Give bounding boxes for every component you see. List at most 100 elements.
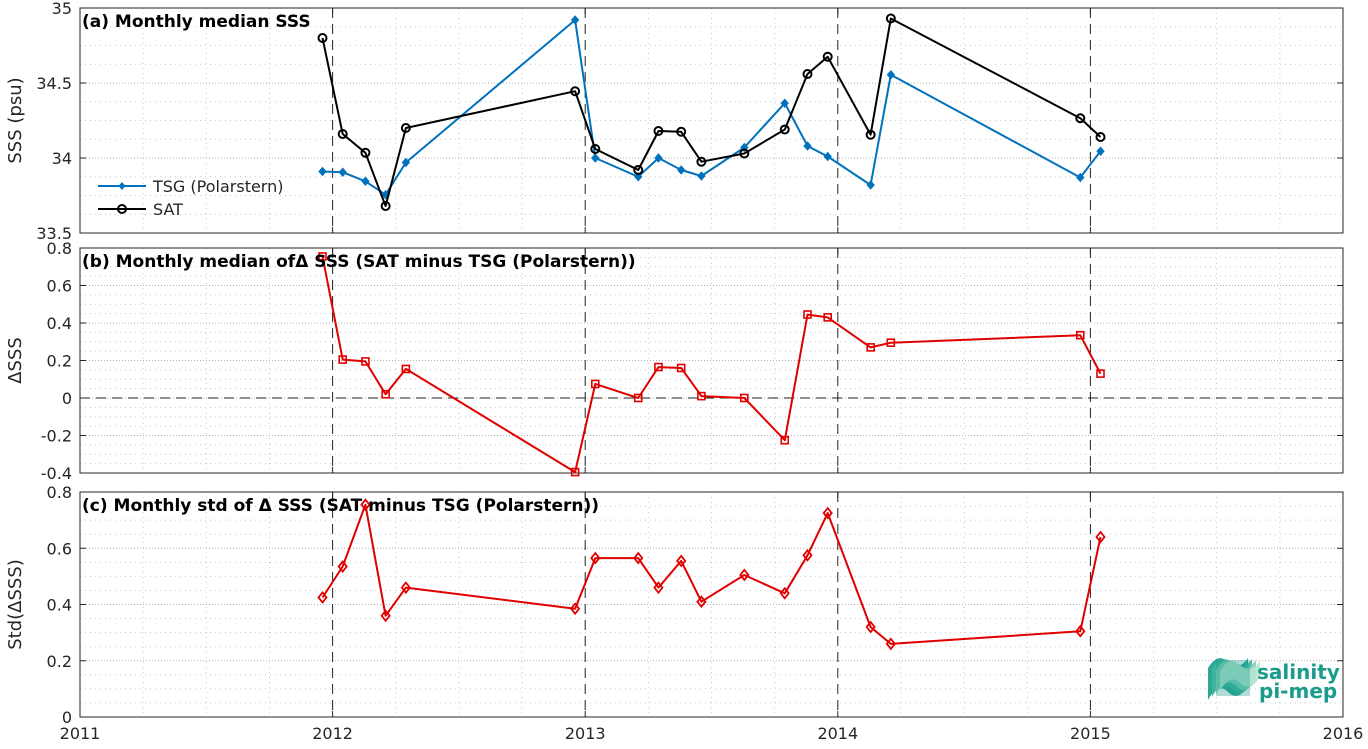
data-point (697, 171, 706, 181)
y-tick-label: 0 (62, 708, 72, 727)
data-point (1096, 146, 1105, 157)
data-point (865, 129, 876, 140)
x-tick-label: 2015 (1070, 724, 1111, 743)
data-point (634, 171, 643, 182)
data-point (570, 15, 580, 25)
y-axis-label: ΔSSS (5, 337, 26, 384)
data-point (590, 551, 601, 565)
x-tick-label: 2013 (565, 724, 606, 743)
y-tick-label: 35 (52, 0, 72, 18)
data-point (1096, 369, 1105, 378)
data-point (696, 595, 707, 609)
data-point (633, 165, 644, 175)
data-point (317, 591, 328, 604)
panel-a: 33.5 34 34.5 35 SSS (psu) (a) Monthly median … (5, 0, 1344, 243)
data-point (779, 586, 790, 600)
logo-wave (1220, 661, 1260, 691)
data-point (865, 620, 876, 634)
data-point (401, 364, 411, 374)
legend-label: SAT (153, 200, 183, 219)
data-point (633, 551, 644, 565)
data-point (697, 391, 706, 401)
data-point (360, 498, 371, 512)
y-tick-label: 0.6 (47, 277, 72, 296)
data-point (360, 147, 371, 158)
y-tick-label: -0.4 (41, 464, 72, 483)
data-point (400, 581, 412, 595)
y-tick-label: 0.6 (47, 539, 72, 558)
data-point (591, 153, 600, 163)
data-point (823, 151, 832, 162)
data-point (1075, 330, 1085, 340)
x-tick-label: 2011 (60, 724, 101, 743)
data-point (866, 180, 875, 190)
x-tick-label: 2012 (312, 724, 353, 743)
data-point (885, 637, 896, 651)
series-line (321, 256, 1102, 474)
y-tick-label: 0.2 (47, 652, 72, 671)
data-point (337, 129, 348, 139)
data-point (803, 310, 812, 319)
data-point (780, 435, 790, 445)
data-point (822, 506, 833, 520)
y-tick-label: 0.8 (47, 483, 72, 502)
panel-c: 0 0.2 0.4 0.6 0.8 Std(ΔSSS) (c) Monthly std of… (5, 483, 1344, 727)
data-point (802, 69, 813, 79)
x-tick-label: 2014 (817, 724, 858, 743)
data-point (780, 98, 789, 109)
data-point (400, 123, 411, 133)
data-point (653, 581, 664, 595)
y-axis-label: Std(ΔSSS) (5, 559, 26, 650)
data-point (654, 153, 663, 163)
data-point (676, 126, 687, 137)
data-point (654, 362, 663, 372)
data-point (740, 393, 749, 403)
y-tick-label: 0.2 (47, 352, 72, 371)
data-point (569, 602, 581, 616)
data-point (677, 165, 686, 175)
series-line (321, 17, 1102, 207)
data-point (338, 355, 348, 364)
data-point (886, 69, 896, 80)
data-point (590, 144, 601, 154)
data-point (338, 167, 347, 178)
data-point (779, 124, 790, 135)
data-point (696, 156, 707, 167)
data-point (676, 363, 686, 373)
data-point (318, 252, 327, 261)
data-point (1075, 624, 1086, 638)
data-point (337, 560, 348, 573)
y-tick-label: 34.5 (36, 74, 72, 93)
data-point (739, 568, 750, 582)
y-tick-label: -0.2 (41, 427, 72, 446)
panel-title: (a) Monthly median SSS (82, 12, 311, 32)
legend-marker (117, 204, 127, 214)
data-point (570, 467, 580, 477)
data-point (1076, 172, 1085, 183)
logo-block (1216, 660, 1250, 696)
data-point (318, 166, 327, 177)
data-point (317, 33, 328, 43)
panel-title: (c) Monthly std of Δ SSS (SAT minus TSG … (82, 496, 599, 516)
logo-text-pimep: pi-mep (1259, 679, 1337, 703)
panel-title: (b) Monthly median ofΔ SSS (SAT minus TS… (82, 252, 636, 272)
y-axis-label: SSS (psu) (5, 77, 26, 163)
data-point (1095, 530, 1106, 544)
data-point (803, 141, 812, 151)
series-line (321, 503, 1102, 645)
data-point (823, 313, 832, 322)
data-point (381, 389, 390, 399)
y-tick-label: 0 (62, 389, 72, 408)
data-point (401, 157, 411, 168)
y-tick-label: 33.5 (36, 224, 72, 243)
data-point (633, 393, 643, 403)
x-tick-label: 2016 (1323, 724, 1364, 743)
legend-label: TSG (Polarstern) (152, 177, 283, 196)
data-point (866, 343, 875, 352)
legend: TSG (Polarstern) SAT (98, 177, 283, 219)
data-point (570, 86, 581, 97)
data-point (676, 554, 687, 568)
